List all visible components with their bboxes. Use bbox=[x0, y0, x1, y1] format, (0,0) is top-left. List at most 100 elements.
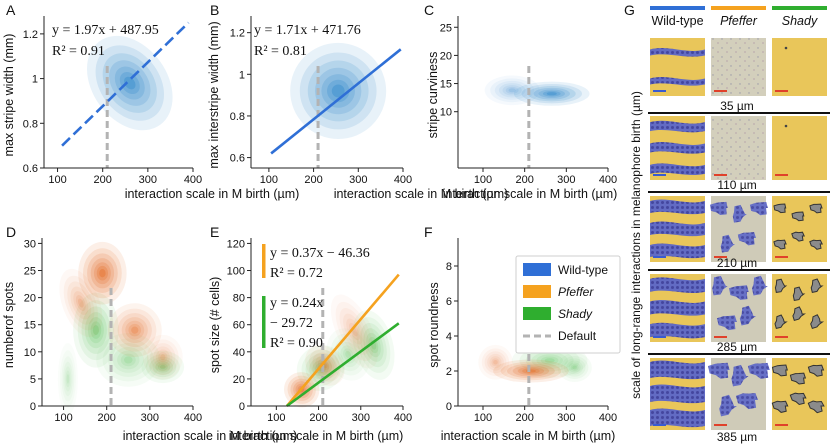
kde-contour-pfeffer-7-1 bbox=[146, 339, 179, 376]
melanophore-stripe bbox=[650, 384, 705, 404]
x-tick-label: 400 bbox=[184, 412, 202, 424]
kde-contour-pfeffer-7-2 bbox=[150, 343, 176, 372]
kde-contour-shady-1-2 bbox=[563, 358, 586, 377]
melanophore-spot bbox=[773, 203, 787, 214]
y-tick-label: 60 bbox=[233, 320, 245, 332]
y-tick-label: 1 bbox=[32, 74, 38, 86]
kde-contour-shady-1-4 bbox=[155, 361, 171, 373]
melanophore-spot bbox=[789, 372, 807, 385]
kde-contour-shady-1-5 bbox=[157, 363, 168, 371]
equation-shady-line1: y = 0.24x bbox=[270, 296, 323, 311]
y-tick-label: 0.8 bbox=[23, 118, 38, 130]
equation-shady-line2: − 29.72 bbox=[270, 316, 313, 331]
y-tick-label: 0.8 bbox=[230, 111, 245, 123]
axes-a: 100 200 300 400 0.6 0.8 1 1.2 bbox=[23, 16, 202, 186]
melanophore-spot bbox=[807, 364, 825, 377]
equation-pfeffer-line1: y = 0.37x − 46.36 bbox=[270, 246, 370, 261]
kde-contour-shady-0-5 bbox=[540, 356, 559, 365]
melanophore-stripe bbox=[650, 77, 705, 86]
kde-contour-pfeffer-4-4 bbox=[93, 262, 111, 285]
kde-contour-wild-type-0-3 bbox=[314, 67, 362, 115]
melanophore-spot bbox=[710, 201, 728, 215]
kde-contour-wild-type-0-2 bbox=[527, 86, 576, 102]
melanophore-spot bbox=[810, 278, 824, 293]
melanophore-stripe bbox=[650, 408, 705, 428]
panel-b: B 100 200 300 400 0.6 0.8 1 1.2 y = 1.71x + 471… bbox=[207, 2, 508, 201]
kde-contour-shady-1-5 bbox=[570, 364, 579, 371]
melanophore-spot bbox=[774, 278, 788, 293]
kde-contour-shady-3-4 bbox=[64, 366, 72, 392]
melanophore-spot bbox=[792, 306, 807, 322]
y-tick-label: 6 bbox=[446, 296, 452, 308]
legend-swatch-wild-type bbox=[523, 263, 551, 276]
panel-a: A 100 200 300 400 0.6 0.8 1 1.2 y = 1.97x + 487… bbox=[2, 2, 299, 201]
y-tick-label: 0.6 bbox=[230, 153, 245, 165]
kde-contour-pfeffer-2-5 bbox=[522, 368, 540, 374]
kde-contour-pfeffer-6-0 bbox=[59, 268, 103, 338]
melanophore-spot bbox=[749, 202, 768, 216]
melanophore-spot bbox=[809, 239, 823, 250]
y-tick-label: 0 bbox=[446, 401, 452, 413]
melanophore-spot bbox=[719, 394, 737, 417]
kde-contour-pfeffer-7-4 bbox=[155, 349, 170, 366]
kde-contour-wild-type-0-4 bbox=[114, 66, 145, 100]
melanophore-spot bbox=[773, 239, 787, 250]
kde-contour-shady-1-2 bbox=[149, 356, 177, 378]
row-label-1: 110 µm bbox=[717, 178, 756, 192]
kde-contour-pfeffer-4-2 bbox=[87, 253, 118, 294]
x-tick-label: 100 bbox=[260, 174, 278, 186]
scale-bar bbox=[653, 424, 666, 426]
kde-contour-wild-type-0-6 bbox=[331, 84, 345, 98]
melanophore-spot bbox=[735, 393, 758, 410]
melanophore-cell bbox=[784, 124, 788, 128]
tile-pfeffer bbox=[711, 116, 766, 180]
kde-contour-pfeffer-5-2 bbox=[339, 308, 370, 355]
kde-contour-shady-3-5 bbox=[65, 370, 71, 388]
kde-contour-pfeffer-4-6 bbox=[99, 269, 106, 278]
scale-bar bbox=[653, 90, 666, 92]
melanophore-stripe bbox=[650, 48, 705, 57]
kde-contour-wild-type-0-4 bbox=[538, 89, 565, 98]
kde-contour-wild-type-1-4 bbox=[502, 85, 522, 96]
row-label-2: 210 µm bbox=[717, 256, 757, 270]
scale-bar bbox=[653, 174, 666, 176]
y-axis-label-c: stripe curviness bbox=[426, 52, 440, 139]
kde-contour-pfeffer-7-0 bbox=[142, 334, 183, 380]
kde-contour-pfeffer-2-2 bbox=[506, 363, 555, 379]
y-tick-label: 1.2 bbox=[23, 29, 38, 41]
y-tick-label: 80 bbox=[233, 293, 245, 305]
melanophore-stripe bbox=[650, 163, 705, 175]
x-tick-label: 100 bbox=[48, 174, 66, 186]
kde-contour-shady-1-1 bbox=[145, 354, 180, 380]
y-tick-label: 15 bbox=[24, 320, 36, 332]
y-tick-label: 20 bbox=[440, 50, 452, 62]
kde-contour-shady-0-4 bbox=[536, 354, 563, 367]
kde-contour-shady-0-3 bbox=[84, 311, 107, 349]
panel-f: F 100 200 300 400 0 2 4 6 8 interaction scale in… bbox=[424, 224, 617, 443]
x-tick-label: 400 bbox=[394, 412, 412, 424]
x-axis-label-e: interaction scale in M birth (µm) bbox=[229, 429, 404, 443]
x-tick-label: 200 bbox=[515, 174, 533, 186]
kde-contour-wild-type-1-0 bbox=[484, 75, 540, 106]
fit-lines-b bbox=[270, 48, 402, 155]
x-tick-label: 300 bbox=[352, 412, 370, 424]
legend-label-shady: Shady bbox=[558, 307, 593, 321]
kde-contour-shady-0-6 bbox=[544, 358, 555, 363]
panel-letter-a: A bbox=[6, 2, 16, 18]
panel-g-header: Wild-type Pfeffer Shady bbox=[650, 6, 827, 28]
kde-contour-pfeffer-7-5 bbox=[158, 352, 168, 363]
kde-contour-pfeffer-3-6 bbox=[493, 359, 498, 365]
tile-wildtype bbox=[650, 38, 705, 96]
panel-letter-d: D bbox=[6, 224, 16, 240]
kde-contour-pfeffer-6-3 bbox=[70, 286, 92, 320]
fish-row-3: 285 µm bbox=[650, 274, 827, 354]
y-tick-label: 10 bbox=[24, 347, 36, 359]
x-tick-label: 100 bbox=[474, 412, 492, 424]
y-tick-label: 15 bbox=[440, 79, 452, 91]
kde-contour-shady-1-3 bbox=[363, 328, 384, 362]
kde-contour-pfeffer-3-3 bbox=[487, 353, 504, 371]
kde-contour-shady-2-4 bbox=[117, 350, 140, 370]
fit-line-pfeffer bbox=[285, 273, 400, 407]
y-axis-label-f: spot roundness bbox=[427, 282, 441, 367]
